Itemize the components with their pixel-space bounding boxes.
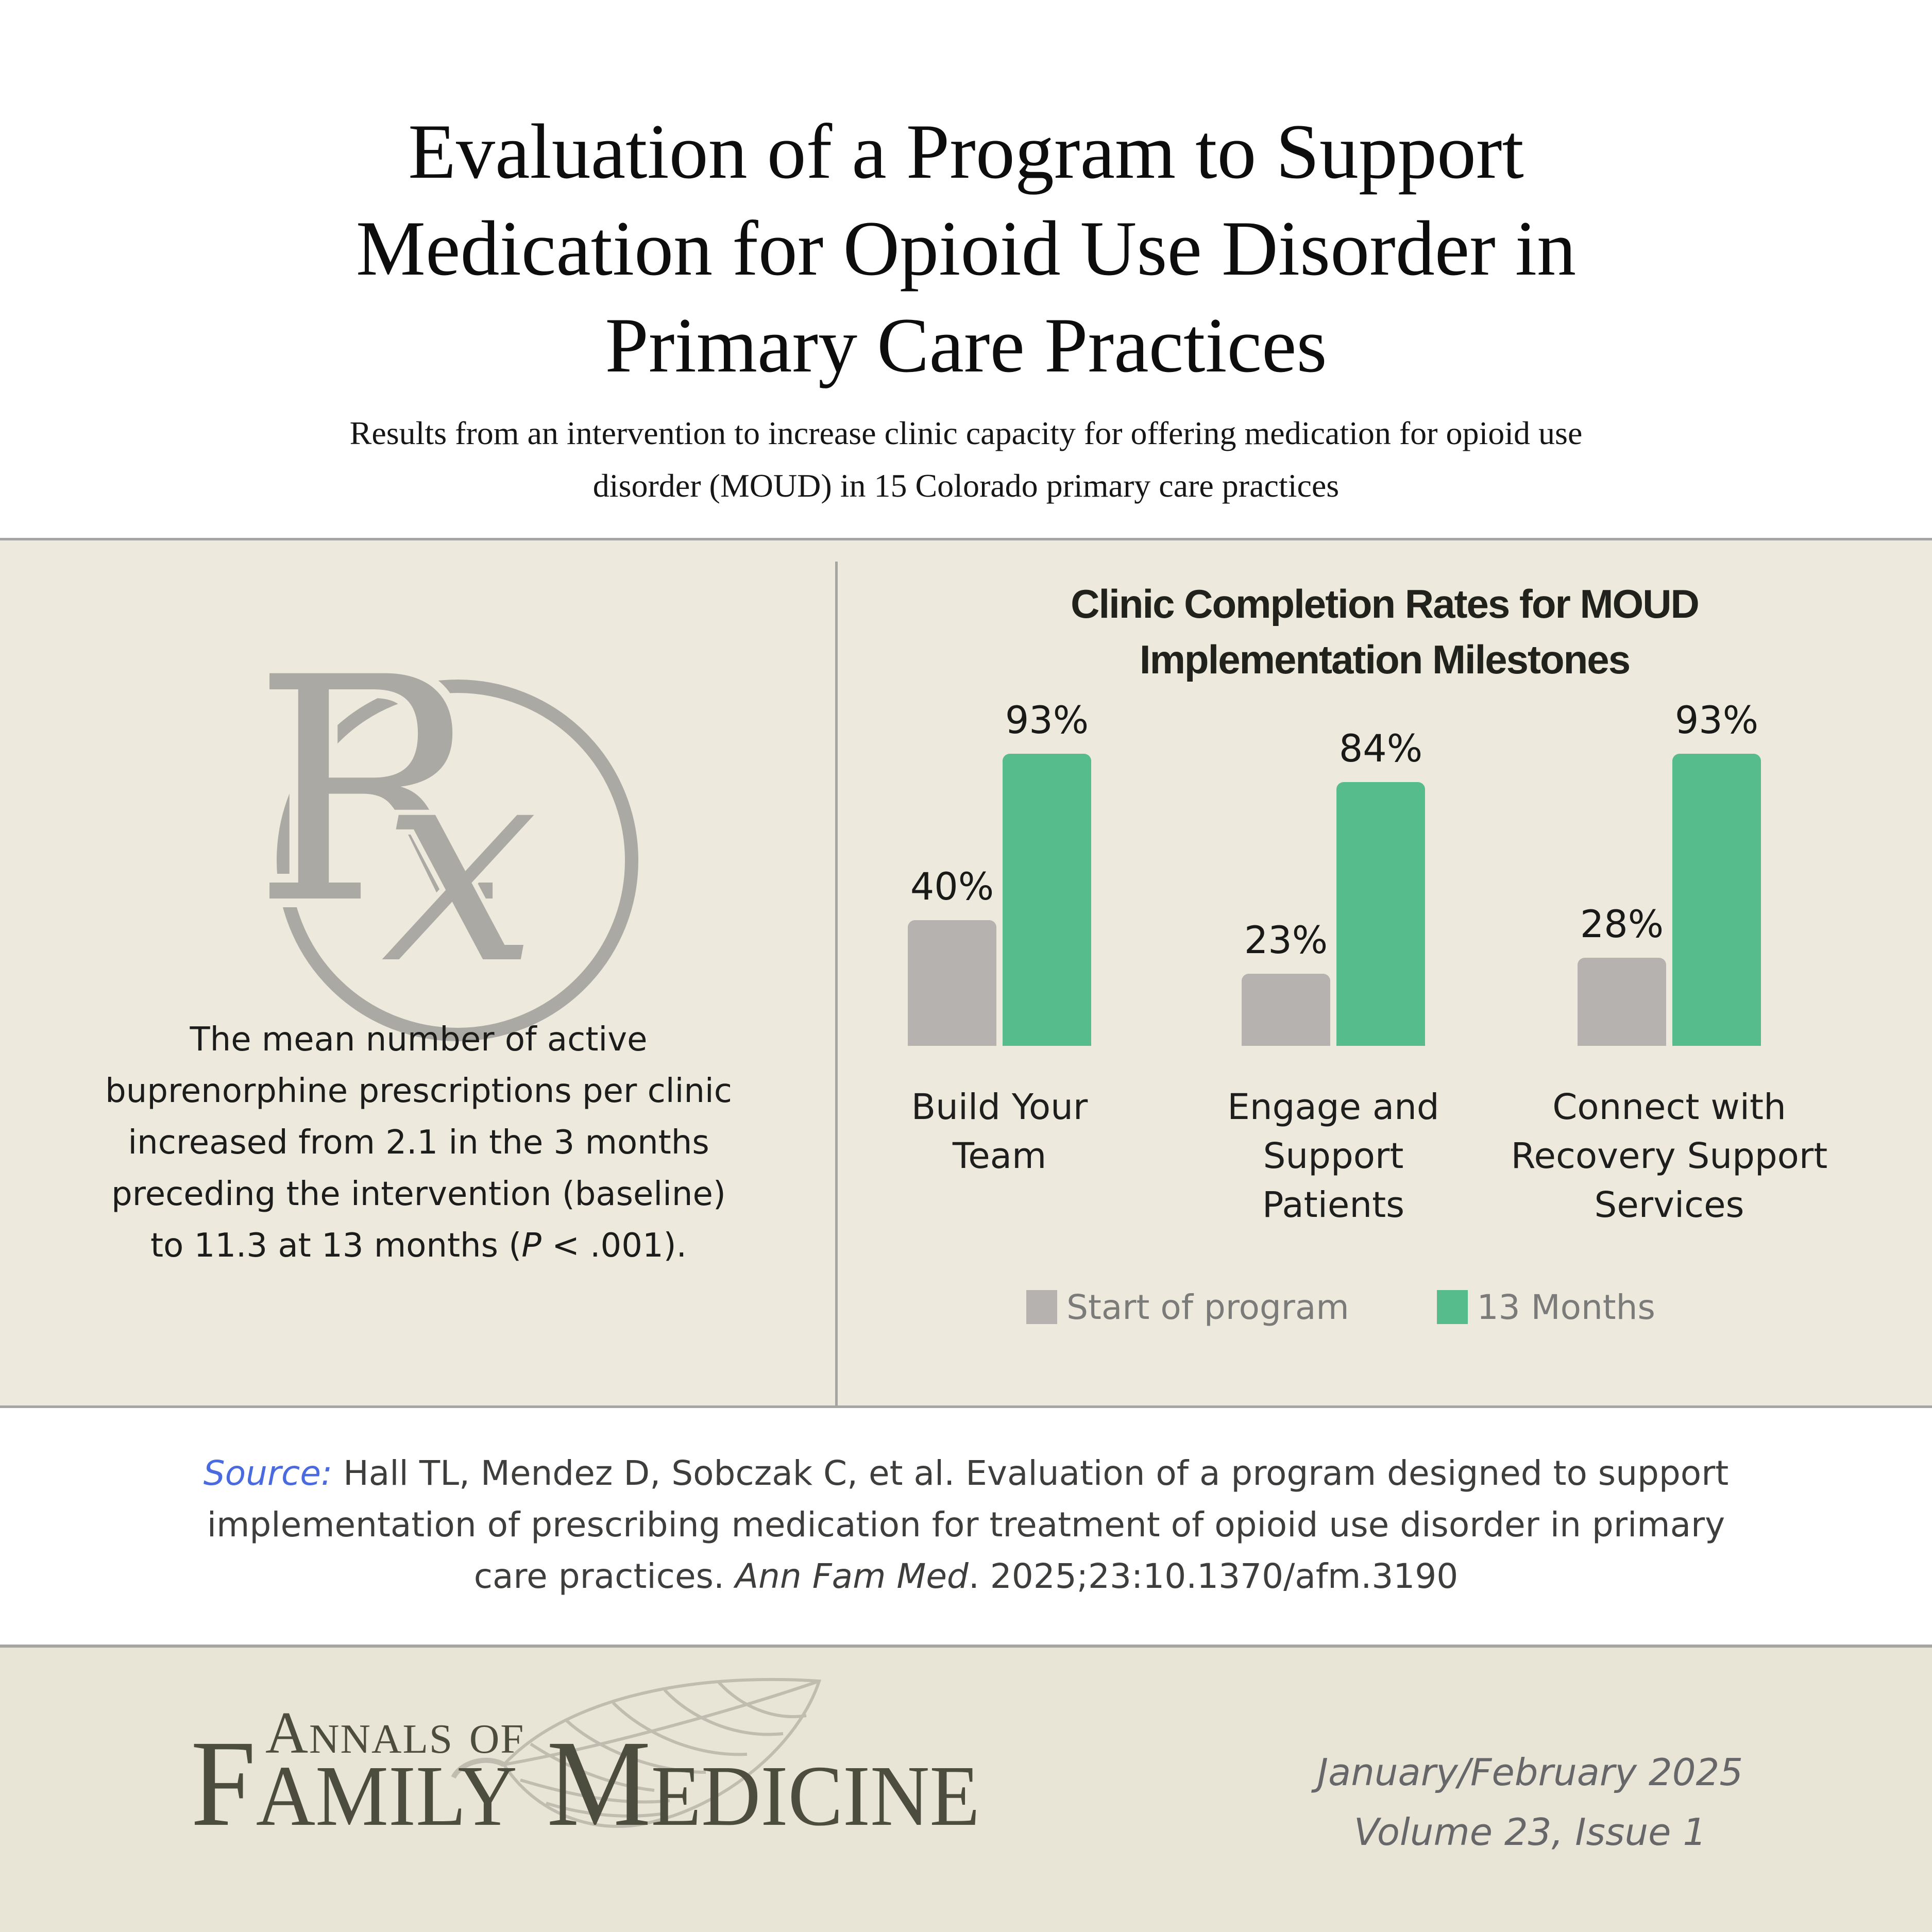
legend-item-start-of-program: Start of program xyxy=(1026,1287,1349,1327)
rx-prescription-icon: R x xyxy=(227,603,639,1051)
subtitle-line-1: Results from an intervention to increase… xyxy=(349,415,1583,451)
category-label-line: Recovery Support xyxy=(1511,1136,1828,1177)
journal-abbreviation: Ann Fam Med xyxy=(735,1556,969,1596)
chart-legend: Start of program 13 Months xyxy=(793,1284,1888,1330)
bar-start-of-program-build-your-team xyxy=(908,920,996,1046)
bar-13-months-build-your-team xyxy=(1003,754,1091,1046)
svg-text:R: R xyxy=(252,639,494,972)
title-line-3: Primary Care Practices xyxy=(605,302,1327,388)
source-line-1: Source: Hall TL, Mendez D, Sobczak C, et… xyxy=(203,1453,1729,1493)
footer-divider-line xyxy=(0,1645,1932,1648)
stat-line-2: buprenorphine prescriptions per clinic xyxy=(105,1072,732,1110)
value-label-start-of-program-connect-with-recovery-support-services: 28% xyxy=(1580,903,1664,946)
chart-title-line-1: Clinic Completion Rates for MOUD xyxy=(1071,581,1700,626)
stat-line-4: preceding the intervention (baseline) xyxy=(111,1175,726,1213)
chart-title: Clinic Completion Rates for MOUD Impleme… xyxy=(837,576,1932,687)
source-citation: Source: Hall TL, Mendez D, Sobczak C, et… xyxy=(0,1448,1932,1602)
svg-text:x: x xyxy=(381,702,538,1025)
category-label-connect-with-recovery-support-services: Connect with Recovery Support Services xyxy=(1504,1083,1834,1230)
legend-label-13-months: 13 Months xyxy=(1477,1287,1655,1327)
panel-divider-line xyxy=(835,562,838,1405)
stat-line-1: The mean number of active xyxy=(190,1021,648,1059)
value-label-start-of-program-build-your-team: 40% xyxy=(910,865,994,909)
legend-swatch-13-months xyxy=(1436,1290,1468,1324)
page-subtitle: Results from an intervention to increase… xyxy=(0,407,1932,512)
subtitle-line-2: disorder (MOUD) in 15 Colorado primary c… xyxy=(592,467,1340,504)
category-label-line: Build Your xyxy=(911,1087,1088,1128)
leaf-icon xyxy=(438,1667,845,1842)
category-label-line: Support xyxy=(1263,1136,1404,1177)
title-line-2: Medication for Opioid Use Disorder in xyxy=(355,205,1577,292)
legend-swatch-start-of-program xyxy=(1026,1290,1058,1324)
category-label-line: Connect with xyxy=(1552,1087,1786,1128)
source-line-3: care practices. Ann Fam Med. 2025;23:10.… xyxy=(473,1556,1459,1596)
header-divider-line xyxy=(0,538,1932,540)
value-label-13-months-build-your-team: 93% xyxy=(1005,699,1089,742)
category-label-engage-and-support-patients: Engage and Support Patients xyxy=(1168,1083,1498,1230)
category-label-build-your-team: Build Your Team xyxy=(835,1083,1164,1181)
bar-start-of-program-engage-and-support-patients xyxy=(1242,974,1330,1046)
bar-start-of-program-connect-with-recovery-support-services xyxy=(1578,958,1666,1046)
category-label-line: Patients xyxy=(1262,1184,1405,1226)
value-label-start-of-program-engage-and-support-patients: 23% xyxy=(1244,919,1328,962)
chart-title-line-2: Implementation Milestones xyxy=(1139,637,1631,682)
bar-13-months-connect-with-recovery-support-services xyxy=(1672,754,1761,1046)
source-label: Source: xyxy=(203,1453,333,1493)
journal-logo-annals-of: Annals of xyxy=(265,1700,525,1766)
value-label-13-months-connect-with-recovery-support-services: 93% xyxy=(1674,699,1759,742)
footer-background xyxy=(0,1648,1932,1932)
legend-label-start-of-program: Start of program xyxy=(1066,1287,1349,1327)
bar-13-months-engage-and-support-patients xyxy=(1336,782,1425,1046)
issue-date-line-1: January/February 2025 xyxy=(1317,1751,1743,1794)
p-value-symbol: P xyxy=(521,1227,541,1265)
issue-date: January/February 2025 Volume 23, Issue 1 xyxy=(1252,1742,1808,1862)
stat-line-3: increased from 2.1 in the 3 months xyxy=(128,1124,709,1162)
main-bottom-divider-line xyxy=(0,1405,1932,1408)
stat-paragraph: The mean number of active buprenorphine … xyxy=(33,1014,804,1272)
issue-date-line-2: Volume 23, Issue 1 xyxy=(1353,1810,1707,1854)
source-line-2: implementation of prescribing medication… xyxy=(207,1505,1725,1545)
value-label-13-months-engage-and-support-patients: 84% xyxy=(1338,727,1423,771)
category-label-line: Team xyxy=(952,1136,1047,1177)
journal-logo-family-medicine: Family Medicine xyxy=(191,1715,980,1852)
stat-line-5: to 11.3 at 13 months (P < .001). xyxy=(150,1227,687,1265)
category-label-line: Services xyxy=(1594,1184,1744,1226)
legend-item-13-months: 13 Months xyxy=(1436,1287,1655,1327)
category-label-line: Engage and xyxy=(1227,1087,1439,1128)
page-title: Evaluation of a Program to Support Medic… xyxy=(0,103,1932,394)
title-line-1: Evaluation of a Program to Support xyxy=(408,108,1524,195)
